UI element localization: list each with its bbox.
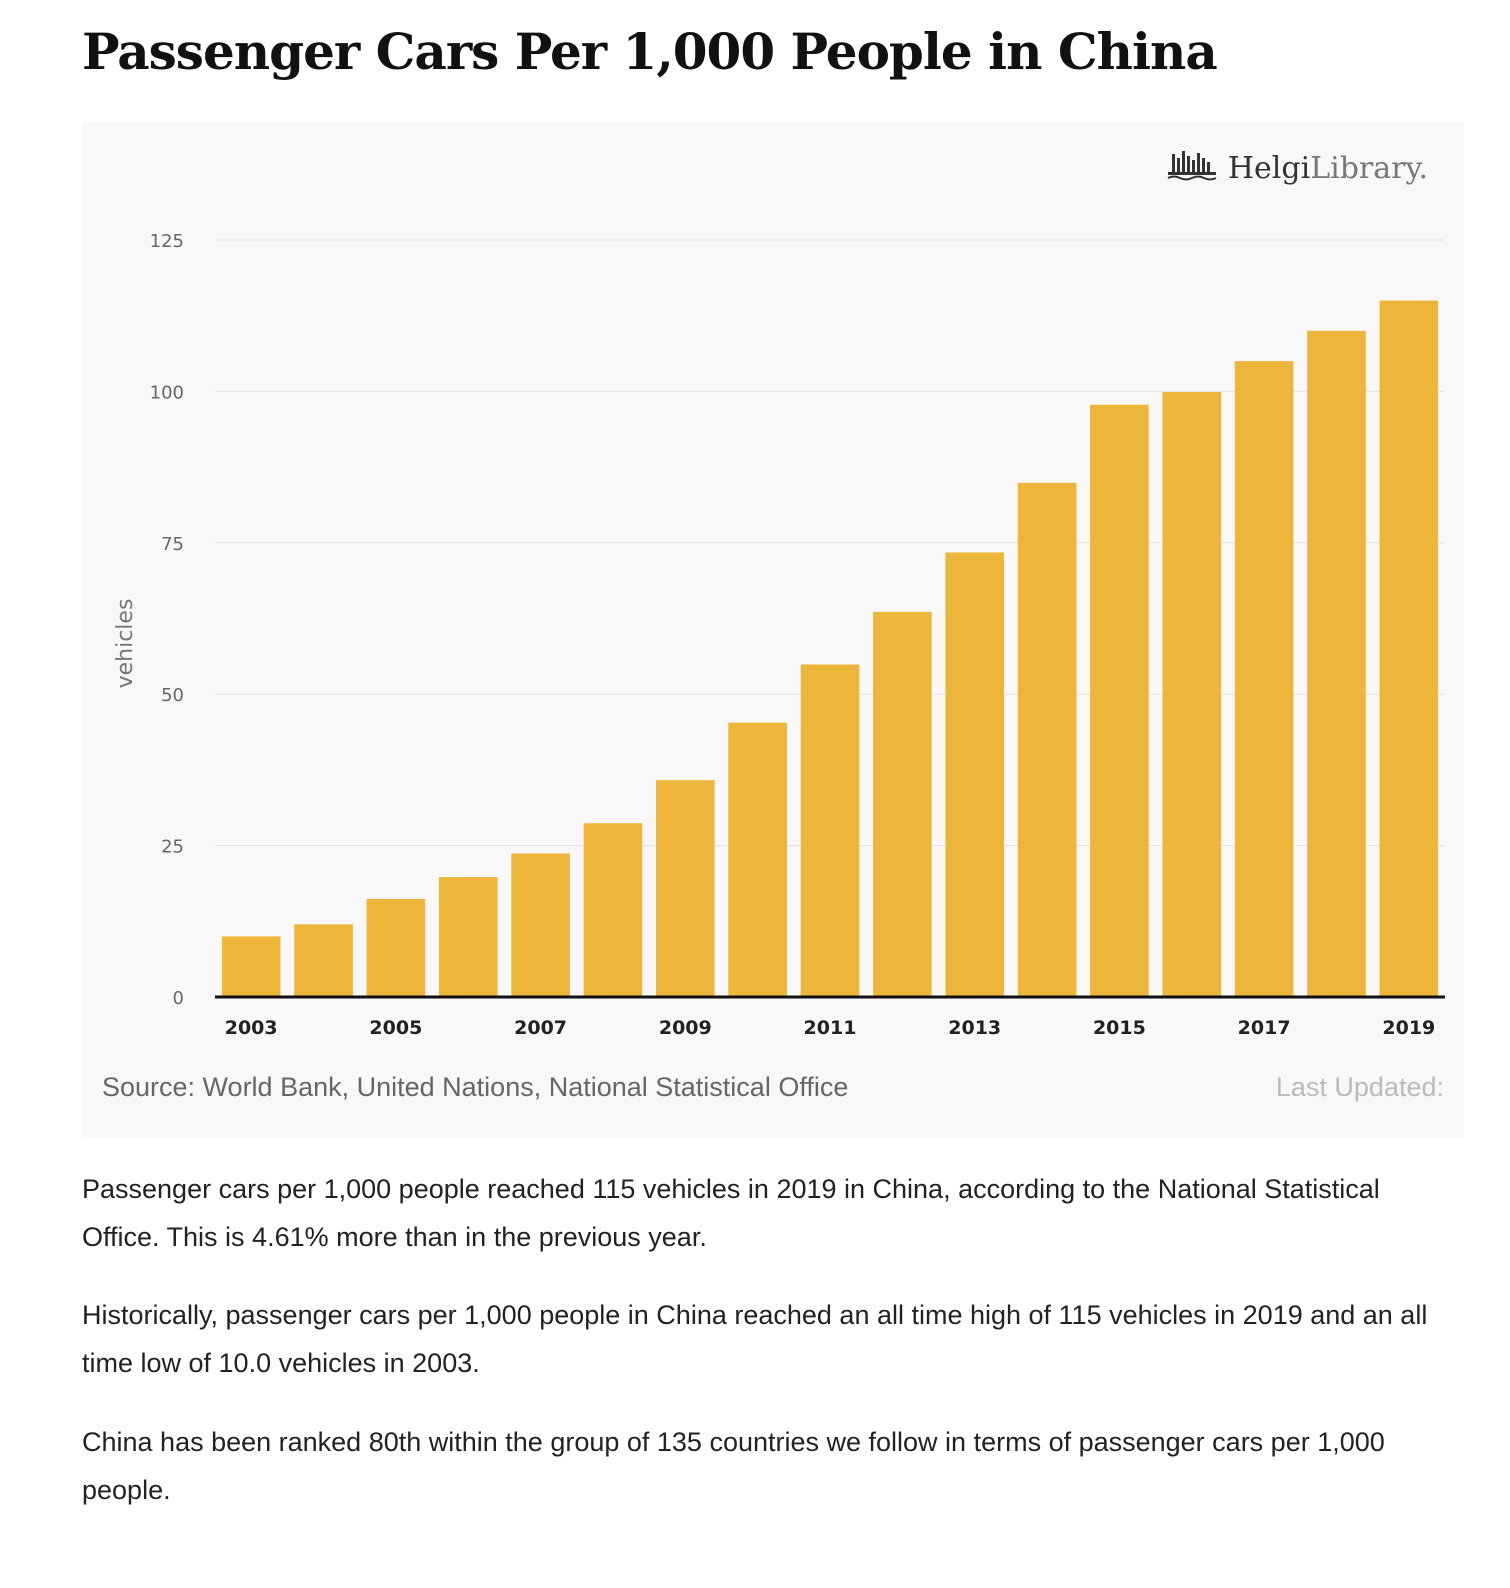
last-updated-text: Last Updated:	[1275, 1072, 1444, 1102]
bar-2007[interactable]	[511, 853, 570, 997]
x-tick-label: 2007	[514, 1017, 567, 1039]
summary-paragraph-3: China has been ranked 80th within the gr…	[82, 1427, 1385, 1505]
source-text: Source: World Bank, United Nations, Nati…	[102, 1072, 849, 1102]
helgi-library-logo-icon	[1166, 148, 1220, 189]
y-tick-label: 50	[161, 685, 184, 706]
y-axis-title: vehicles	[113, 599, 138, 689]
y-tick-label: 0	[173, 988, 184, 1009]
x-tick-label: 2005	[369, 1017, 422, 1039]
y-tick-label: 25	[161, 837, 184, 858]
logo-text: HelgiLibrary.	[1228, 151, 1428, 186]
bar-2016[interactable]	[1162, 392, 1222, 997]
x-tick-label: 2011	[804, 1017, 857, 1039]
bar-2003[interactable]	[221, 936, 281, 997]
summary-paragraph-1: Passenger cars per 1,000 people reached …	[82, 1174, 1380, 1252]
bar-2017[interactable]	[1234, 361, 1294, 997]
bar-2005[interactable]	[366, 898, 426, 997]
bar-2011[interactable]	[800, 664, 860, 997]
y-tick-label: 75	[161, 534, 184, 555]
page-title: Passenger Cars Per 1,000 People in China	[82, 22, 1218, 81]
x-tick-label: 2003	[225, 1017, 278, 1039]
logo-text-light: Library.	[1310, 151, 1428, 186]
bar-2014[interactable]	[1017, 482, 1077, 998]
x-tick-label: 2015	[1093, 1017, 1146, 1039]
bar-2012[interactable]	[873, 611, 932, 997]
bar-2009[interactable]	[655, 780, 715, 997]
x-tick-label: 2019	[1382, 1017, 1435, 1039]
logo-text-bold: Helgi	[1227, 151, 1311, 186]
x-tick-label: 2013	[948, 1017, 1001, 1039]
bar-2013[interactable]	[945, 552, 1005, 997]
helgi-library-logo[interactable]: HelgiLibrary.	[1166, 148, 1428, 189]
y-tick-label: 100	[150, 382, 184, 403]
x-tick-label: 2017	[1238, 1017, 1291, 1039]
summary-paragraph-2: Historically, passenger cars per 1,000 p…	[82, 1300, 1428, 1378]
bar-2015[interactable]	[1090, 404, 1149, 997]
y-tick-label: 125	[150, 231, 184, 252]
bar-2006[interactable]	[438, 877, 498, 997]
bars	[221, 300, 1439, 998]
bar-2018[interactable]	[1307, 330, 1366, 998]
bar-2008[interactable]	[583, 823, 643, 997]
bar-2010[interactable]	[728, 722, 787, 997]
y-axis-ticks: 0 25 50 75 100 125	[150, 231, 184, 1009]
chart-panel: HelgiLibrary. 0 25 50 75 100 125 2003 2005 2007…	[82, 122, 1464, 1138]
x-tick-label: 2009	[659, 1017, 712, 1039]
x-axis-ticks: 2003 2005 2007 2009 2011 2013 2015 2017 2019	[225, 1017, 1436, 1039]
bar-2019[interactable]	[1379, 300, 1439, 997]
bar-2004[interactable]	[294, 924, 353, 997]
